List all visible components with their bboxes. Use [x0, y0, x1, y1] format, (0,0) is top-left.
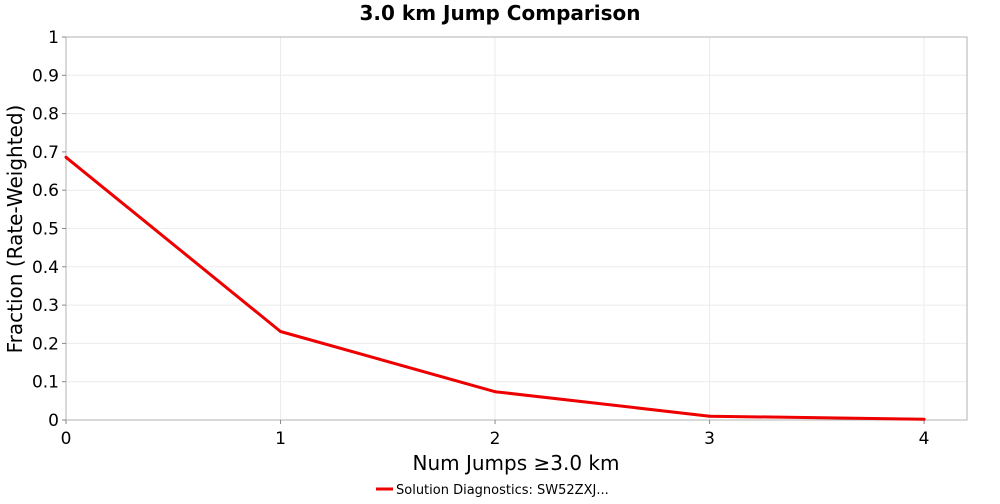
series-layer	[64, 155, 926, 421]
legend-label-0: Solution Diagnostics: SW52ZXJ...	[396, 483, 609, 498]
y-axis-title: Fraction (Rate-Weighted)	[3, 105, 27, 354]
x-tick-label: 4	[919, 429, 930, 449]
grid-lines	[65, 36, 967, 421]
y-tick-label: 0.3	[32, 296, 59, 316]
data-point	[922, 417, 926, 421]
y-tick-label: 0.2	[32, 334, 59, 354]
y-tick-label: 0.6	[32, 181, 59, 201]
data-point	[279, 330, 283, 334]
y-tick-label: 0	[48, 411, 59, 431]
y-tick-label: 0.4	[32, 258, 59, 278]
data-point	[708, 414, 712, 418]
x-tick-label: 1	[275, 429, 286, 449]
x-tick-label: 2	[490, 429, 501, 449]
y-axis-ticks: 0 0.1 0.2 0.3 0.4 0.5 0.6 0.7 0.8 0.9 1	[32, 28, 66, 431]
x-axis-ticks: 0 1 2 3 4	[61, 420, 930, 449]
legend: Solution Diagnostics: SW52ZXJ...	[376, 483, 609, 498]
chart-title: 3.0 km Jump Comparison	[360, 1, 641, 25]
x-tick-label: 3	[704, 429, 715, 449]
y-tick-label: 0.7	[32, 143, 59, 163]
data-point	[493, 390, 497, 394]
y-tick-label: 0.5	[32, 220, 59, 240]
x-axis-title: Num Jumps ≥3.0 km	[413, 451, 620, 475]
x-tick-label: 0	[61, 429, 72, 449]
y-tick-label: 0.8	[32, 105, 59, 125]
data-point	[64, 155, 68, 159]
y-tick-label: 0.9	[32, 66, 59, 86]
y-tick-label: 0.1	[32, 373, 59, 393]
y-tick-label: 1	[48, 28, 59, 48]
